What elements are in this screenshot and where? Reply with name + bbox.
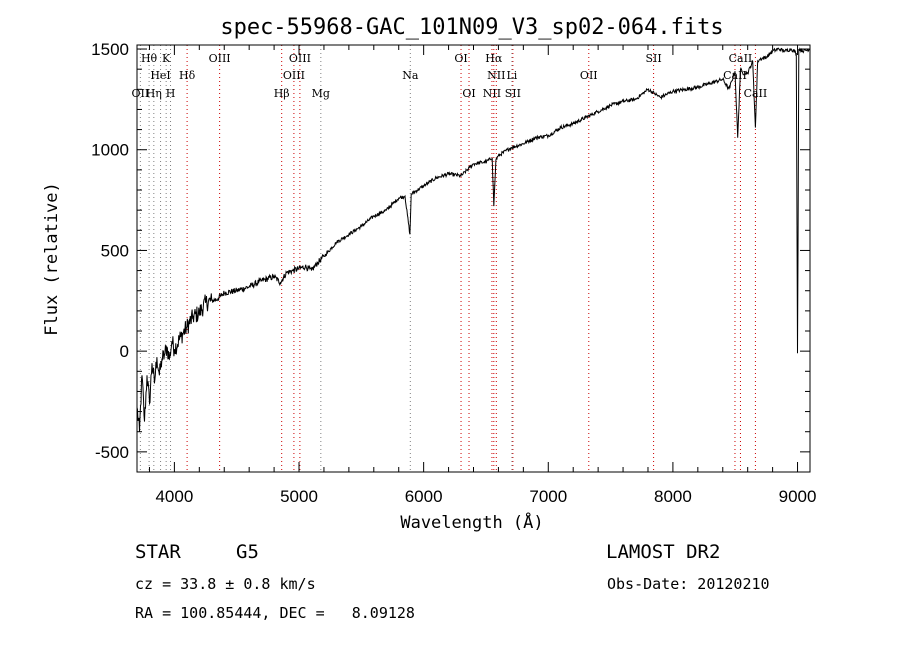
- x-tick-label: 6000: [405, 487, 443, 506]
- line-label: HeI: [150, 69, 170, 82]
- x-tick-label: 9000: [779, 487, 817, 506]
- survey-label: LAMOST DR2: [606, 541, 721, 563]
- line-label: Li: [506, 69, 517, 82]
- y-tick-label: 500: [101, 241, 129, 260]
- redshift-velocity: cz = 33.8 ± 0.8 km/s: [135, 575, 316, 593]
- line-label: OI: [462, 87, 475, 100]
- x-axis-label: Wavelength (Å): [400, 511, 543, 533]
- line-label: OIII: [209, 52, 231, 65]
- line-label: OIII: [283, 69, 305, 82]
- line-label: Mg: [312, 87, 330, 100]
- line-label: CaII: [729, 52, 753, 65]
- line-label: NII: [483, 87, 501, 100]
- x-tick-label: 8000: [654, 487, 692, 506]
- plot-frame: [136, 44, 811, 473]
- y-axis-label: Flux (relative): [42, 182, 62, 336]
- line-label: SII: [645, 52, 661, 65]
- chart-title: spec-55968-GAC_101N09_V3_sp02-064.fits: [220, 15, 723, 40]
- spectrum-series-line: [136, 47, 811, 432]
- line-label: NII: [487, 69, 505, 82]
- line-label: CaII: [744, 87, 768, 100]
- line-label: Hβ: [274, 87, 290, 100]
- line-label: Na: [402, 69, 419, 82]
- object-class: STAR: [135, 541, 181, 563]
- axis-ticks: 4000 5000 6000 7000 8000 9000 -500 0 500 1000 1500: [91, 40, 816, 506]
- line-label: Hδ: [179, 69, 196, 82]
- y-tick-label: 0: [120, 342, 129, 361]
- x-tick-label: 7000: [529, 487, 567, 506]
- y-tick-label: -500: [95, 443, 129, 462]
- line-label: OI: [454, 52, 467, 65]
- observation-date: Obs-Date: 20120210: [607, 575, 770, 593]
- line-label: OIII: [289, 52, 311, 65]
- line-label: Hη: [146, 87, 162, 100]
- line-label: H: [166, 87, 176, 100]
- line-label: K: [162, 52, 171, 65]
- y-tick-label: 1500: [91, 40, 129, 59]
- x-tick-label: 4000: [155, 487, 193, 506]
- coordinates: RA = 100.85444, DEC = 8.09128: [135, 604, 415, 622]
- spectral-line-markers: [139, 45, 756, 472]
- x-tick-label: 5000: [280, 487, 318, 506]
- object-subclass: G5: [236, 541, 259, 563]
- y-tick-label: 1000: [91, 141, 129, 160]
- line-label: OII: [580, 69, 598, 82]
- line-label: OII: [132, 87, 150, 100]
- line-label: SII: [505, 87, 521, 100]
- line-label: Hθ: [141, 52, 158, 65]
- line-label: Hα: [485, 52, 503, 65]
